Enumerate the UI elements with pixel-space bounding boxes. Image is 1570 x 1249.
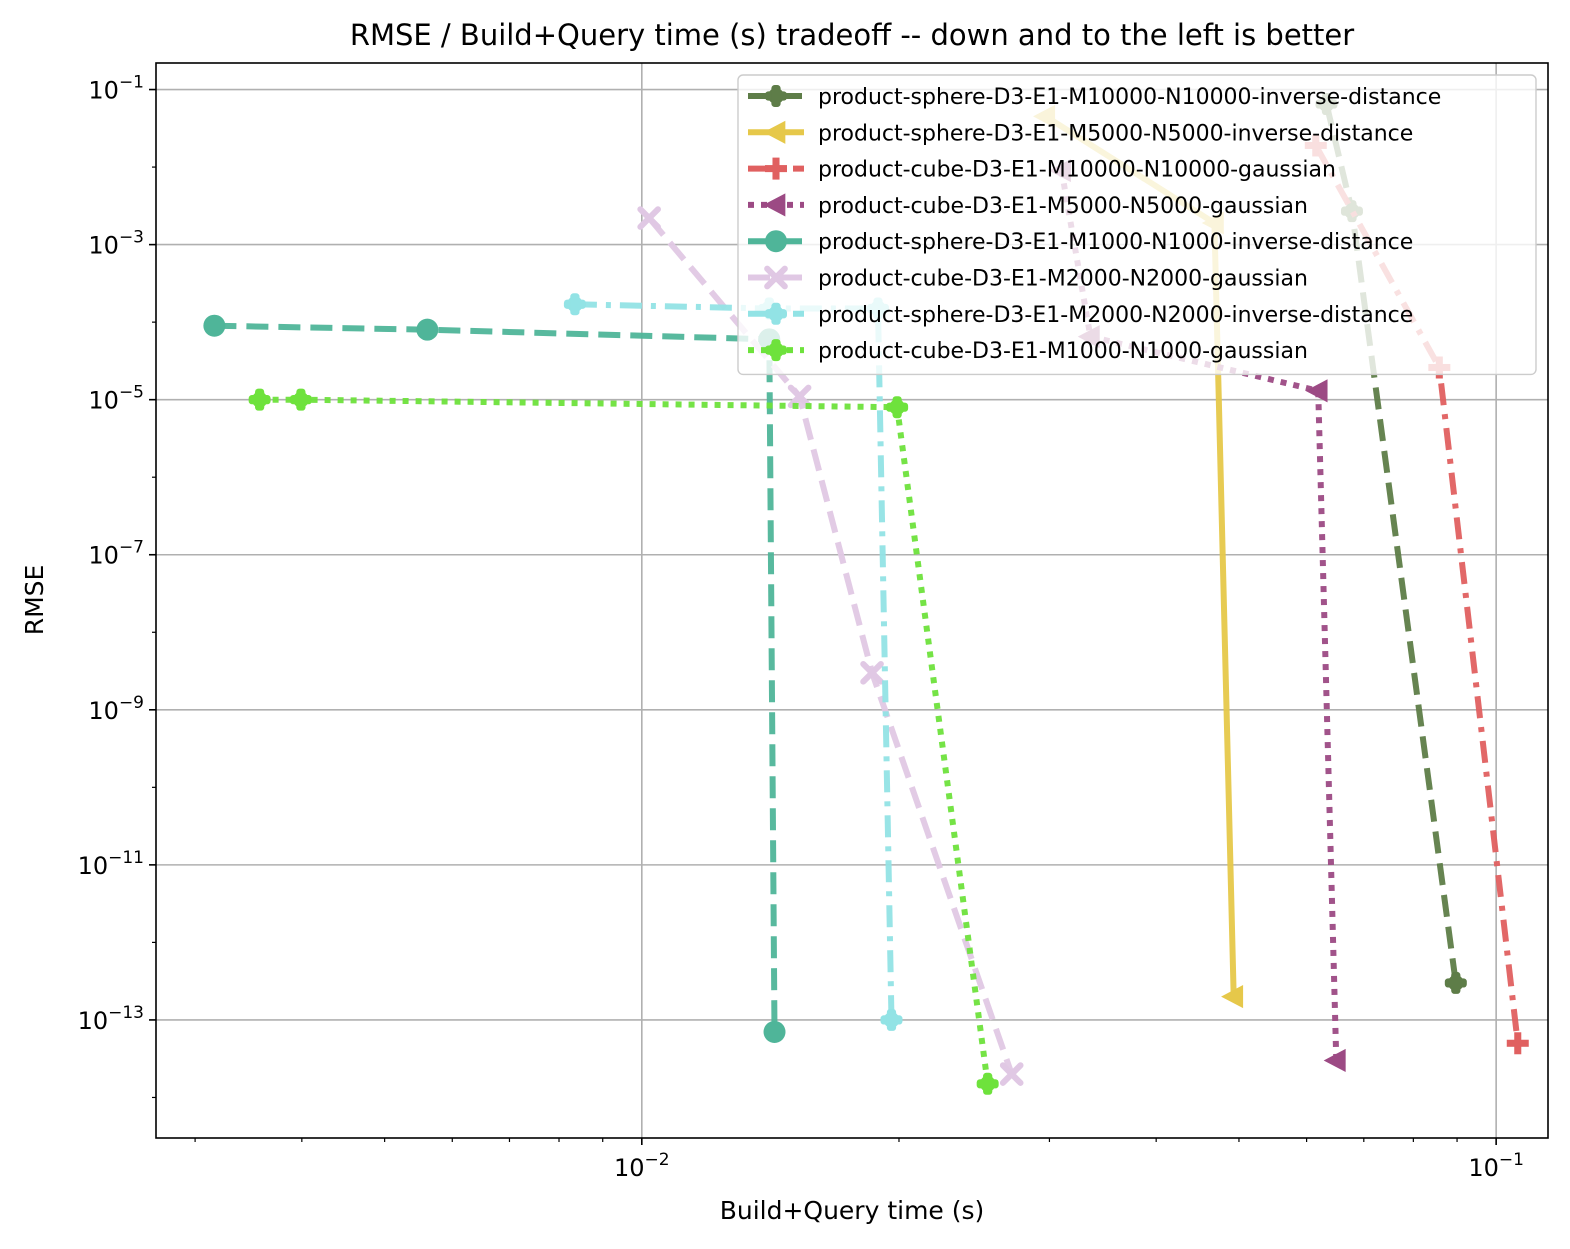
y-axis-label: RMSE — [20, 565, 49, 636]
data-point-circle — [203, 314, 226, 337]
series-line — [259, 396, 991, 1085]
legend-entry: product-sphere-D3-E1-M10000-N10000-inver… — [748, 85, 1441, 110]
data-point-triangle — [763, 120, 786, 144]
legend-label: product-cube-D3-E1-M10000-N10000-gaussia… — [818, 158, 1336, 183]
series-line — [1313, 144, 1521, 1044]
data-point-circle — [763, 1020, 786, 1043]
legend-label: product-cube-D3-E1-M1000-N1000-gaussian — [818, 339, 1308, 364]
data-point-triangle — [763, 193, 786, 217]
legend-entry: product-cube-D3-E1-M2000-N2000-gaussian — [748, 265, 1308, 292]
data-point-triangle — [1221, 985, 1244, 1009]
chart-title: RMSE / Build+Query time (s) tradeoff -- … — [350, 18, 1354, 52]
data-point-cross — [1444, 971, 1467, 994]
data-point-cross — [765, 339, 787, 362]
ticks: 10−2 10−1 10−1 10−3 10−5 10−7 10−9 10−11 10−13 — [78, 73, 1524, 1182]
data-point-cross — [765, 302, 787, 325]
y-tick-label: 10−1 — [88, 73, 144, 105]
data-point-cross — [886, 396, 909, 419]
legend-label: product-sphere-D3-E1-M2000-N2000-inverse… — [818, 303, 1413, 328]
data-point-cross — [976, 1072, 999, 1095]
y-tick-label: 10−11 — [78, 848, 144, 880]
data-point-triangle — [1305, 379, 1328, 403]
data-point-cross — [765, 85, 787, 107]
y-tick-label: 10−5 — [88, 383, 144, 415]
data-point-plus — [1506, 1032, 1529, 1055]
legend-label: product-sphere-D3-E1-M5000-N5000-inverse… — [818, 121, 1413, 146]
legend-entry: product-cube-D3-E1-M1000-N1000-gaussian — [748, 339, 1308, 364]
series — [203, 314, 786, 1043]
legend: product-sphere-D3-E1-M10000-N10000-inver… — [737, 74, 1537, 376]
data-point-circle — [416, 318, 439, 341]
legend-box — [737, 74, 1537, 376]
legend-label: product-cube-D3-E1-M5000-N5000-gaussian — [818, 194, 1308, 219]
x-tick-label: 10−2 — [614, 1150, 670, 1182]
data-point-cross — [289, 388, 312, 411]
data-point-x — [999, 1062, 1024, 1086]
data-point-x — [860, 660, 884, 685]
data-point-x — [764, 265, 788, 290]
legend-label: product-sphere-D3-E1-M10000-N10000-inver… — [818, 85, 1441, 110]
y-tick-label: 10−13 — [78, 1003, 144, 1035]
legend-entry: product-cube-D3-E1-M5000-N5000-gaussian — [748, 193, 1308, 219]
plot-frame — [155, 62, 1549, 1139]
series-line — [214, 322, 778, 1032]
legend-label: product-sphere-D3-E1-M1000-N1000-inverse… — [818, 230, 1413, 255]
data-point-x — [637, 206, 661, 230]
data-point-cross — [880, 1008, 903, 1031]
data-point-cross — [563, 293, 586, 316]
x-tick-label: 10−1 — [1468, 1150, 1524, 1182]
y-tick-label: 10−7 — [88, 538, 144, 570]
data-point-cross — [248, 388, 271, 411]
y-tick-label: 10−9 — [88, 693, 144, 725]
data-point-circle — [765, 230, 787, 253]
data-point-x — [787, 384, 812, 409]
legend-label: product-cube-D3-E1-M2000-N2000-gaussian — [818, 267, 1308, 292]
data-point-triangle — [1323, 1048, 1346, 1073]
series-line — [574, 301, 895, 1020]
legend-entry: product-sphere-D3-E1-M1000-N1000-inverse… — [748, 230, 1413, 255]
legend-entry: product-sphere-D3-E1-M5000-N5000-inverse… — [748, 120, 1413, 146]
x-axis-label: Build+Query time (s) — [720, 1196, 985, 1225]
legend-entry: product-cube-D3-E1-M10000-N10000-gaussia… — [748, 157, 1336, 183]
y-tick-label: 10−3 — [88, 228, 144, 260]
data-point-plus — [765, 157, 787, 180]
series — [248, 388, 999, 1095]
legend-entry: product-sphere-D3-E1-M2000-N2000-inverse… — [748, 302, 1413, 328]
